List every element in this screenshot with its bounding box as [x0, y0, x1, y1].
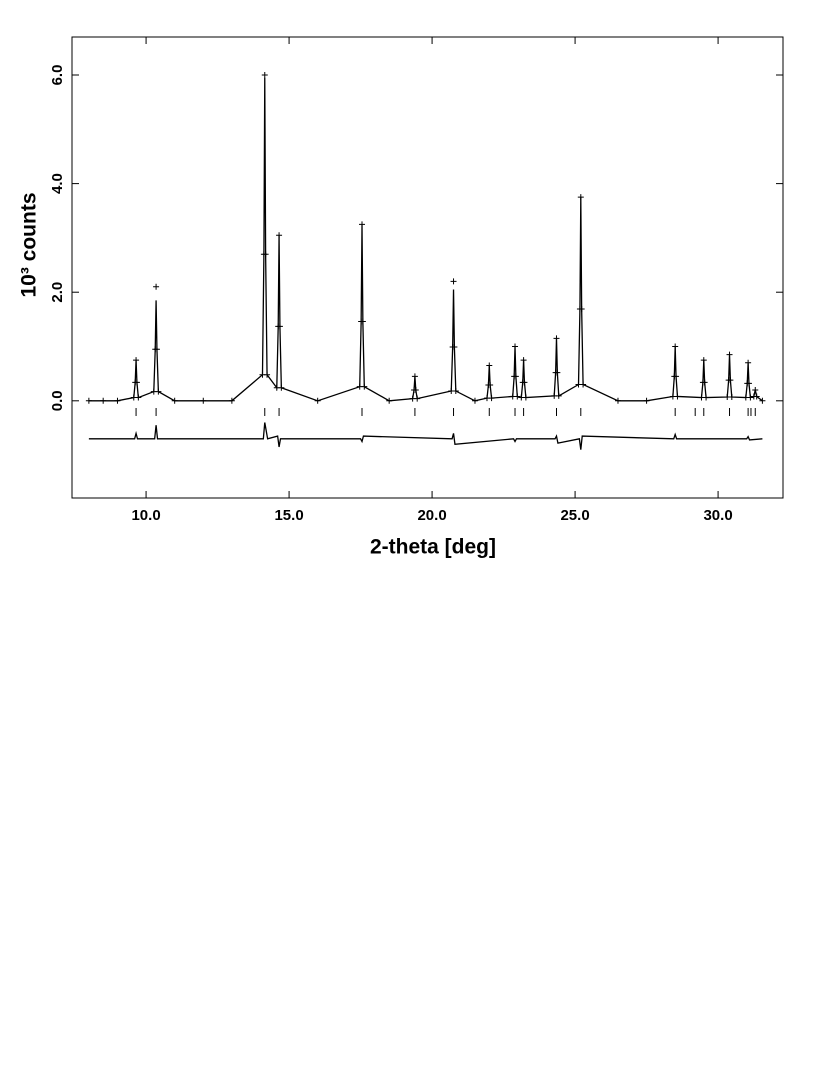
- x-tick-label: 30.0: [703, 507, 732, 524]
- profile-line: [88, 77, 763, 402]
- observed-point: [450, 278, 457, 285]
- plot-frame: [71, 36, 784, 499]
- y-tick-label: 0.0: [49, 390, 66, 411]
- x-axis-label: 2-theta [deg]: [370, 536, 496, 559]
- profile-line: [88, 422, 763, 450]
- x-tick-label: 20.0: [417, 507, 446, 524]
- y-tick-label: 2.0: [49, 282, 66, 303]
- y-tick-label: 6.0: [49, 65, 66, 86]
- observed-point: [153, 283, 160, 290]
- x-tick-label: 15.0: [274, 507, 303, 524]
- y-axis-label: 10³ counts: [18, 192, 41, 297]
- x-tick-label: 25.0: [560, 507, 589, 524]
- y-tick-label: 4.0: [49, 173, 66, 194]
- x-tick-label: 10.0: [131, 507, 160, 524]
- observed-point: [261, 72, 268, 79]
